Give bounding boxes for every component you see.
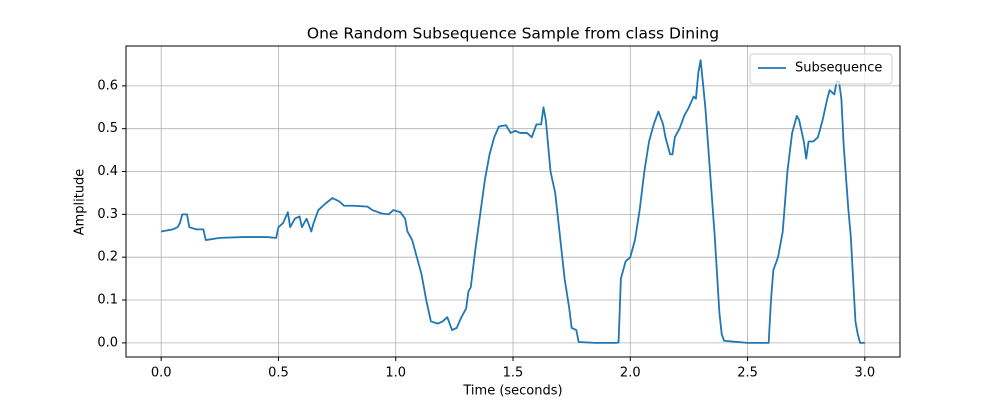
x-tick-label: 0.5 [268, 366, 289, 381]
y-tick-label: 0.5 [97, 121, 118, 136]
y-tick-label: 0.1 [97, 293, 118, 308]
ticks: 0.0 0.5 1.0 1.5 2.0 2.5 3.0 0.0 0.1 0.2 0.3 0.4 0.5 0… [97, 78, 875, 380]
y-tick-label: 0.2 [97, 250, 118, 265]
x-tick-label: 1.0 [385, 366, 406, 381]
chart-title: One Random Subsequence Sample from class… [307, 25, 719, 43]
y-tick-label: 0.0 [97, 335, 118, 350]
y-axis-label: Amplitude [73, 169, 88, 236]
x-tick-label: 2.0 [620, 366, 641, 381]
grid [126, 46, 900, 357]
legend-label: Subsequence [795, 61, 882, 76]
x-tick-label: 0.0 [151, 366, 172, 381]
x-tick-label: 1.5 [503, 366, 524, 381]
plot [161, 59, 865, 344]
y-tick-label: 0.3 [97, 207, 118, 222]
y-tick-label: 0.4 [97, 164, 118, 179]
legend-box [749, 53, 893, 85]
x-tick-label: 3.0 [854, 366, 875, 381]
x-axis-label: Time (seconds) [462, 384, 562, 399]
x-tick-label: 2.5 [737, 366, 758, 381]
y-tick-label: 0.6 [97, 78, 118, 93]
legend: Subsequence [749, 53, 893, 85]
data-line [161, 59, 865, 344]
